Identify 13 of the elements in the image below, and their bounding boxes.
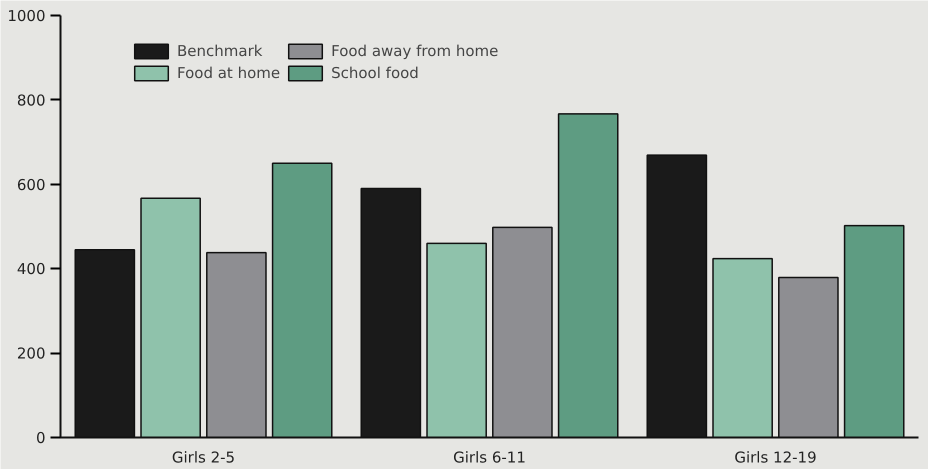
y-tick-label: 200 — [16, 344, 46, 363]
y-tick-label: 800 — [16, 91, 46, 110]
x-tick-label: Girls 12-19 — [734, 448, 817, 466]
x-tick-label: Girls 6-11 — [453, 448, 526, 466]
y-tick-label: 600 — [16, 176, 46, 194]
legend-label: Benchmark — [177, 42, 262, 60]
y-tick-label: 1000 — [7, 7, 46, 25]
y-tick-label: 0 — [36, 429, 46, 447]
legend-label: Food at home — [177, 64, 280, 82]
y-tick-label: 400 — [16, 260, 46, 278]
x-tick-label: Girls 2-5 — [172, 448, 236, 466]
legend-label: School food — [331, 64, 419, 82]
legend-label: Food away from home — [331, 42, 498, 60]
